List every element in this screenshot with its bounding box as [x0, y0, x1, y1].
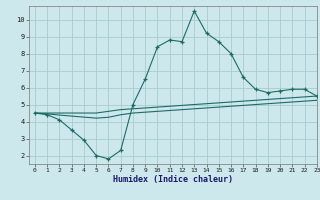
X-axis label: Humidex (Indice chaleur): Humidex (Indice chaleur)	[113, 175, 233, 184]
